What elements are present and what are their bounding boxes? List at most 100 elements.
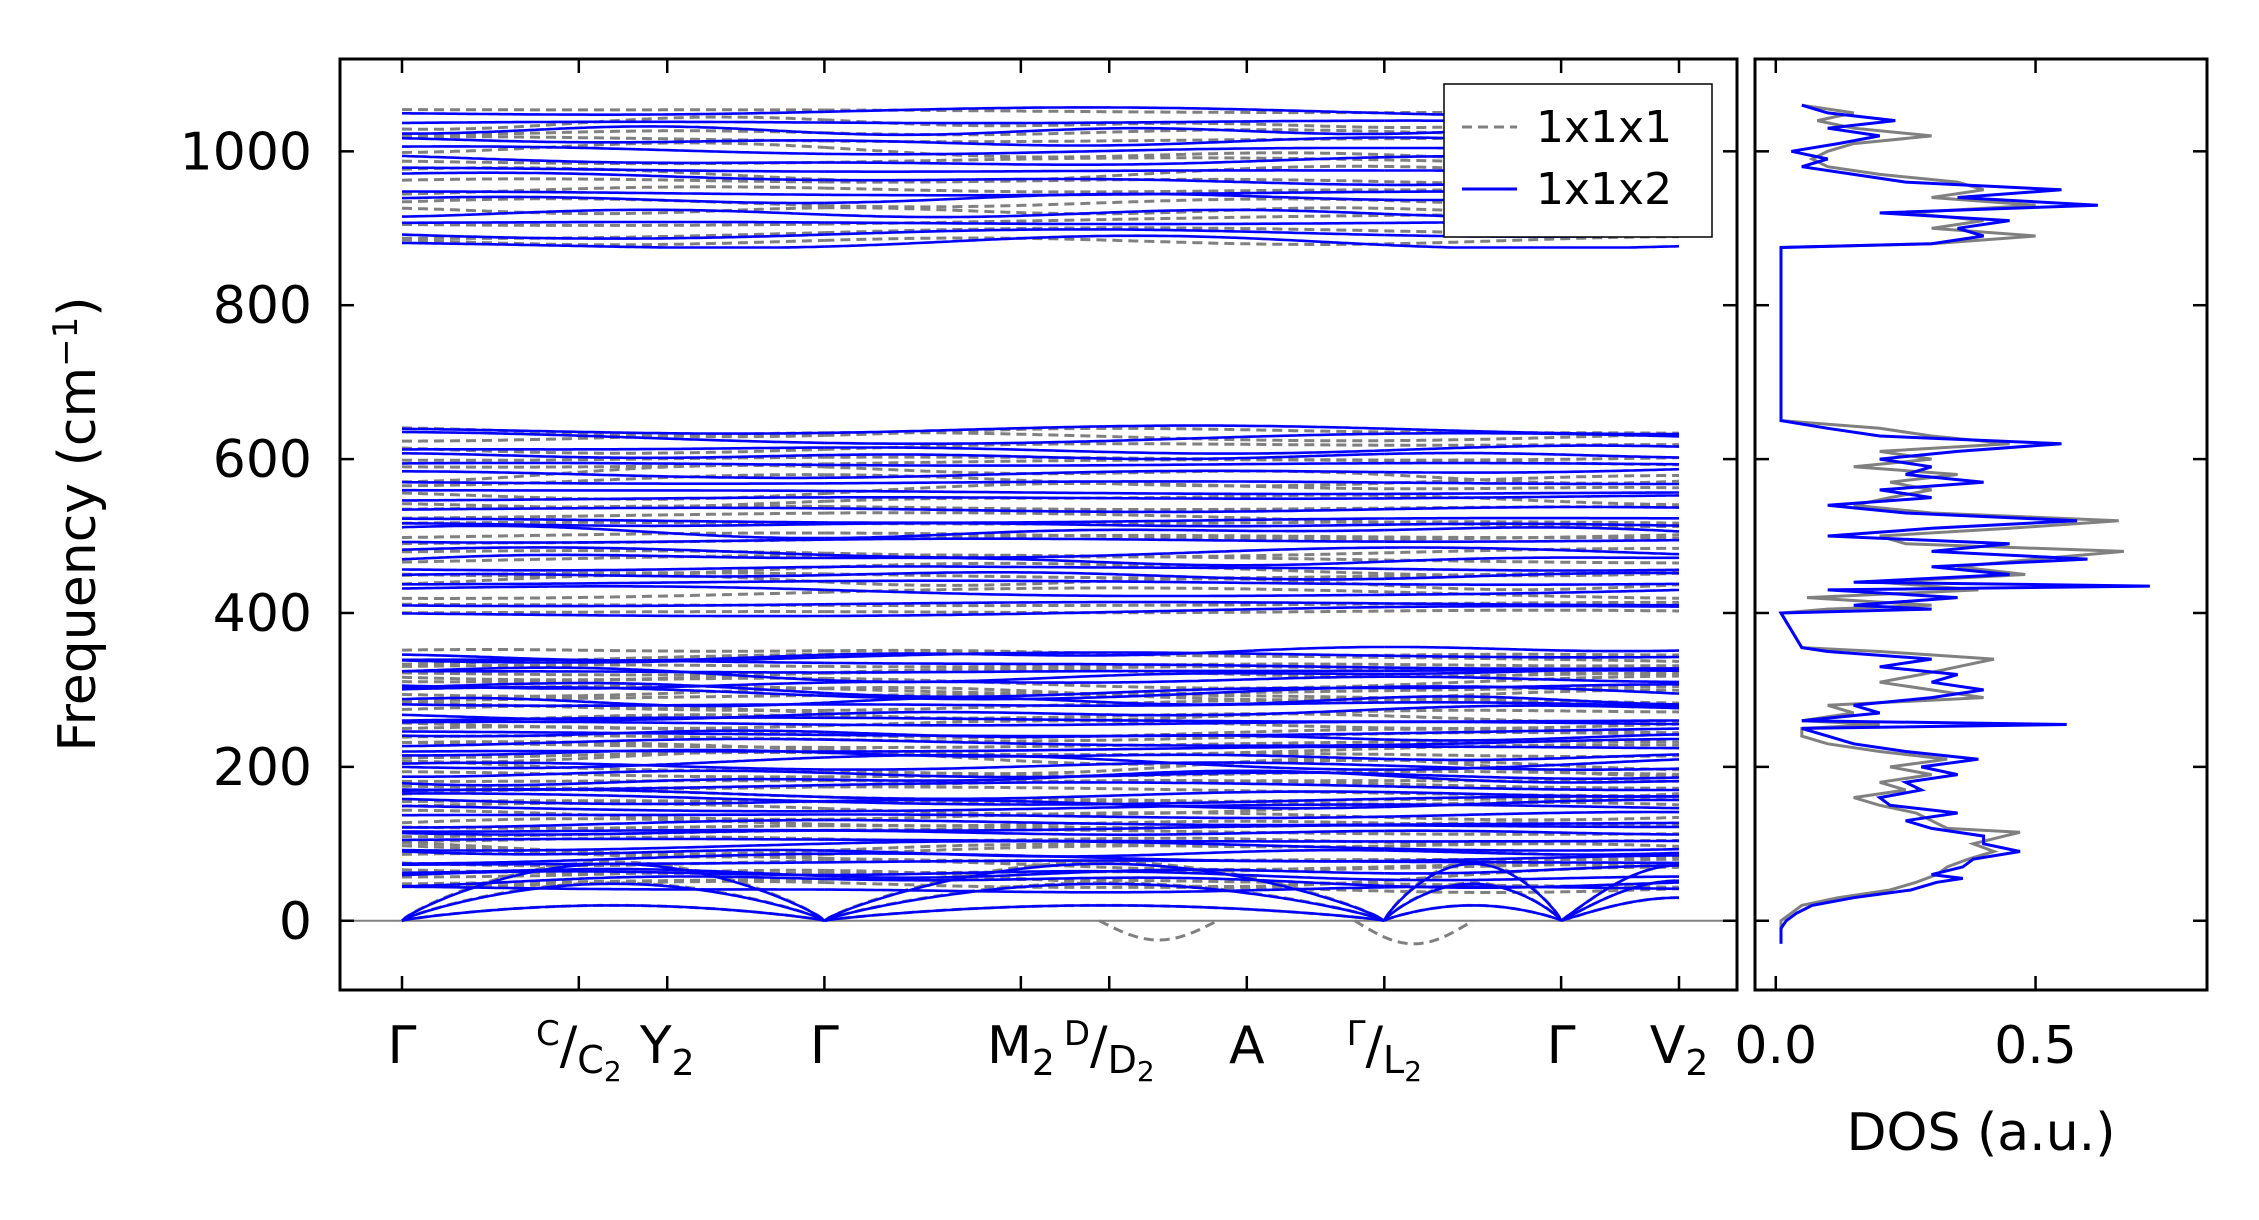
phonon-band-line [824,136,1385,147]
dos-lines [1778,103,2150,944]
phonon-band-line [824,868,1385,879]
phonon-band-line [402,208,825,218]
phonon-band-line [1384,522,1680,527]
phonon-band-line [824,738,1385,747]
dos-panel: 0.0 0.5 DOS (a.u.) [1734,57,2209,1163]
phonon-band-line [401,656,825,664]
y-tick-label: 1000 [180,122,312,182]
phonon-band-line [402,470,825,480]
phonon-band-line [1384,474,1679,485]
phonon-band-line [824,579,1385,586]
high-symmetry-label: Γ [388,1016,417,1076]
phonon-band-line [402,694,825,703]
phonon-band-line [824,108,1385,115]
phonon-band-line [402,427,825,435]
phonon-band-line [1384,505,1679,511]
phonon-band-line [401,430,825,445]
phonon-band-line [824,645,1385,657]
phonon-band-line [1384,485,1679,491]
legend-frame [1443,83,1713,238]
phonon-band-line [824,186,1385,194]
y-tick-label: 800 [213,276,312,336]
phonon-band-line [824,561,1385,576]
phonon-band-line [401,136,825,144]
phonon-band-line [401,844,825,859]
phonon-band-line [401,797,825,806]
phonon-band-line [401,681,825,695]
phonon-band-line [824,432,1385,445]
phonon-band-line [402,730,825,737]
phonon-band-line [824,602,1385,608]
phonon-band-line [401,572,825,578]
phonon-band-line [824,669,1385,674]
phonon-band-line [1384,701,1679,708]
phonon-band-line [402,120,825,125]
phonon-band-line [824,797,1385,806]
high-symmetry-label: Γ [810,1016,839,1076]
phonon-band-line [824,146,1385,156]
legend-label-1x1x2: 1x1x2 [1536,164,1672,215]
phonon-band-line [401,524,825,540]
phonon-band-line [824,716,1385,723]
phonon-band-line [1384,769,1679,776]
phonon-band-line [401,603,825,608]
phonon-band-line [1384,839,1679,843]
phonon-band-line [402,779,825,783]
phonon-band-line [824,818,1385,827]
phonon-band-line [402,818,825,829]
phonon-band-line [402,517,825,524]
phonon-band-line [1384,533,1680,541]
y-axis-title-text: Frequency (cm [48,367,108,752]
phonon-band-line [401,546,825,557]
phonon-band-line [402,141,825,154]
phonon-band-line [402,769,825,778]
dos-curve-1x1x1 [1778,103,2125,944]
phonon-band-line [824,236,1385,246]
phonon-band-line [824,208,1385,219]
phonon-band-line [824,507,1385,514]
phonon-band-line [1384,745,1680,750]
phonon-band-line [1384,461,1679,466]
y-tick-label: 400 [213,584,312,644]
phonon-band-line [824,836,1385,844]
phonon-band-line [1384,590,1679,600]
phonon-band-line [824,177,1385,187]
phonon-band-line [1384,842,1680,848]
high-symmetry-label: Γ [1547,1016,1576,1076]
phonon-band-line [824,155,1385,166]
phonon-band-line [824,446,1385,455]
phonon-band-line [401,238,825,247]
phonon-band-line [1384,655,1679,663]
phonon-band-line [401,720,825,726]
phonon-band-line [402,669,825,674]
phonon-band-line [824,528,1385,540]
phonon-band-line [1384,556,1679,563]
y-tick-label: 600 [213,430,312,490]
phonon-band-line [1384,810,1679,818]
phonon-band-line [1384,526,1680,533]
phonon-band-line [824,517,1385,524]
phonon-band-line [1384,774,1679,784]
phonon-band-line [402,837,825,842]
phonon-band-line [402,770,825,779]
phonon-band-line [402,195,825,205]
band-structure-panel: 0 200 400 600 800 1000 Γ C/C2 Y2 Γ M2D/D2 A Γ/L2 Γ V2… [46,57,1739,1088]
phonon-band-line [1384,645,1679,653]
phonon-band-line [1384,849,1680,856]
y-axis-title-superscript: −1 [46,317,86,367]
phonon-band-line [1384,666,1679,671]
acoustic-branch [401,904,825,923]
y-tick-label: 0 [279,892,312,952]
phonon-band-line [824,761,1385,771]
acoustic-branch [1383,882,1563,922]
phonon-band-line [402,663,825,668]
phonon-band-line [1384,704,1679,711]
phonon-band-line [824,426,1385,437]
high-symmetry-label: A [1229,1016,1265,1076]
phonon-band-line [824,473,1385,488]
phonon-band-line [824,213,1385,226]
acoustic-branch [1560,879,1679,922]
phonon-band-line [402,145,825,156]
legend: 1x1x1 1x1x2 [1443,83,1713,238]
